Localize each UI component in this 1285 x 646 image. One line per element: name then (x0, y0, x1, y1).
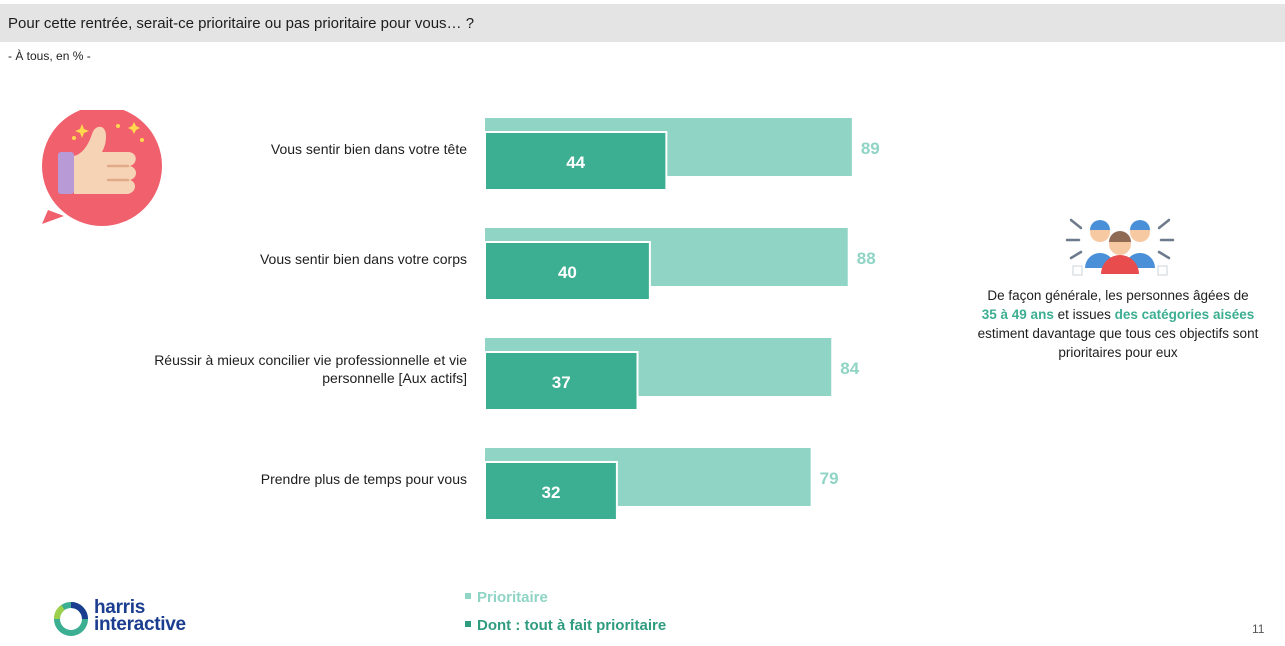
bar-tout-a-fait-1 (484, 131, 668, 191)
bar-tout-a-fait-4 (484, 461, 618, 521)
legend-swatch-dark (465, 621, 471, 628)
bar-tout-a-fait-3 (484, 351, 639, 411)
legend-swatch-light (465, 593, 471, 600)
value-label-tout-a-fait-4: 32 (541, 483, 560, 502)
value-label-prioritaire-3: 84 (840, 359, 859, 378)
value-label-prioritaire-4: 79 (820, 469, 839, 488)
logo-ring-icon (53, 602, 88, 636)
harris-interactive-logo: harris interactive (52, 598, 212, 638)
page-title: Pour cette rentrée, serait-ce prioritair… (8, 15, 475, 32)
thumbs-up-icon (42, 110, 162, 226)
title-band: Pour cette rentrée, serait-ce prioritair… (0, 4, 1285, 42)
legend-item-prioritaire: Prioritaire (465, 589, 548, 606)
legend-label-prioritaire: Prioritaire (477, 589, 548, 606)
page-number: 11 (1252, 622, 1265, 636)
category-label-2: Vous sentir bien dans votre corps (260, 251, 467, 267)
category-label-4: Prendre plus de temps pour vous (261, 471, 467, 487)
people-group-icon (1065, 218, 1175, 276)
value-label-prioritaire-2: 88 (857, 249, 876, 268)
note-text-3: estiment davantage que tous ces objectif… (977, 326, 1259, 360)
note-highlight-category: des catégories aisées (1114, 307, 1255, 322)
category-label-3-line-2: personnelle [Aux actifs] (322, 370, 467, 386)
page-subtitle: - À tous, en % - (8, 49, 91, 63)
logo-line-2: interactive (94, 614, 186, 635)
logo-text: harris interactive (94, 597, 186, 635)
value-label-tout-a-fait-3: 37 (552, 373, 571, 392)
note-text-1: De façon générale, les personnes âgées d… (987, 288, 1249, 303)
value-label-tout-a-fait-1: 44 (566, 153, 585, 172)
value-label-tout-a-fait-2: 40 (558, 263, 577, 282)
note-text-2: et issues (1057, 307, 1111, 322)
category-label-1: Vous sentir bien dans votre tête (271, 141, 467, 157)
note-highlight-age: 35 à 49 ans (981, 307, 1054, 322)
insight-note: De façon générale, les personnes âgées d… (955, 286, 1281, 362)
legend-label-tout-a-fait: Dont : tout à fait prioritaire (477, 617, 667, 634)
legend-item-tout-a-fait: Dont : tout à fait prioritaire (465, 617, 666, 634)
bar-tout-a-fait-2 (484, 241, 651, 301)
value-label-prioritaire-1: 89 (861, 139, 880, 158)
logo-line-1: harris (94, 597, 146, 618)
category-label-3-line-1: Réussir à mieux concilier vie profession… (154, 352, 467, 368)
